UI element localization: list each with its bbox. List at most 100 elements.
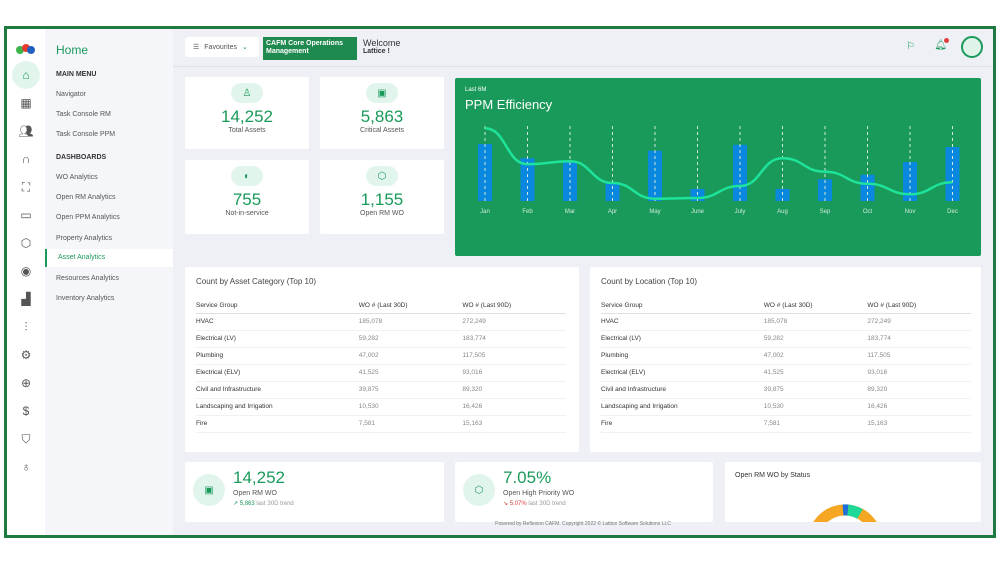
table-cell: 272,249 [462,313,566,331]
menu-item-asset-analytics[interactable]: Asset Analytics [45,249,173,267]
table-cell: HVAC [196,313,359,331]
avatar[interactable] [961,36,983,58]
bulb-icon[interactable]: ♁ [21,460,31,474]
box-icon: ⬡ [366,166,398,186]
table-cell: Civil and Infrastructure [196,381,359,399]
users-icon[interactable]: 👥︎ [18,124,34,138]
ppm-efficiency-chart: Jan Feb Mar Apr May June July Aug Sep Oct Nov Dec [478,126,960,215]
hamburger-icon: ☰ [193,44,200,51]
favourites-dropdown[interactable]: ☰ Favourites ⌄ [185,37,259,57]
chart-subtitle: Last 6M [465,87,487,93]
table-cell: 117,505 [867,347,971,365]
menu-item-task-console-rm[interactable]: Task Console RM [56,111,111,118]
user-name: Lattice ! [363,48,390,55]
x-tick-label: Oct [863,209,873,215]
table-title: Count by Asset Category (Top 10) [196,277,317,286]
stat-card-not-in-service: ◐ 755 Not-in-service [185,160,309,234]
bell-icon[interactable]: 🔔︎ [934,38,949,51]
welcome-text: Welcome Lattice ! [363,38,400,55]
dashboards-heading: DASHBOARDS [56,154,107,161]
stat-value: 5,863 [360,107,404,126]
trend-text: last 30D trend [256,501,294,507]
sliders-icon[interactable]: ⫶ [24,319,28,334]
table-cell: 89,320 [462,381,566,399]
welcome-label: Welcome [363,38,401,48]
menu-item-property-analytics[interactable]: Property Analytics [56,235,113,242]
top-bar: ☰ Favourites ⌄ CAFM Core Operations Manage… [173,29,993,67]
favourites-label: Favourites [204,43,237,51]
table-cell: 59,282 [358,330,463,348]
frame-icon[interactable]: ⛶ [21,179,31,194]
column-header: Service Group [601,299,764,314]
table-cell: 89,320 [867,381,971,399]
status-donut-card: Open RM WO by Status [725,462,981,522]
kpi-trend: ↘ 5.07% last 30D trend [503,500,566,507]
table-cell: Landscaping and Irrigation [196,398,359,416]
location-table-card: Count by Location (Top 10) Service Group… [590,267,981,452]
grid-icon[interactable]: ▦ [20,96,32,110]
x-tick-label: Apr [608,209,617,215]
stat-card-open-rm-wo: ⬡ 1,155 Open RM WO [320,160,444,234]
x-tick-label: Feb [522,209,533,215]
stat-label: Critical Assets [360,127,404,134]
target-icon[interactable]: ⊕ [20,376,32,390]
x-tick-label: Mar [565,209,575,215]
app-window: ⌂ ▦ 👥︎ ∩ ⛶ ▭ ⬡ ◉ ▟ ⫶ ⚙ ⊕ $ ⛉ ♁ Home MAIN… [4,26,996,538]
menu-item-open-rm-analytics[interactable]: Open RM Analytics [56,194,116,201]
trend-value: 5.07% [509,501,527,507]
table-row: Plumbing 47,002 117,505 [601,347,971,365]
menu-item-inventory-analytics[interactable]: Inventory Analytics [56,295,115,302]
table-cell: 39,875 [763,381,868,399]
module-banner[interactable]: CAFM Core Operations Management [263,37,357,60]
table-cell: 7,581 [763,415,868,433]
kpi-label: Open RM WO [233,490,277,497]
half-circle-icon: ◐ [231,166,263,186]
x-tick-label: Dec [947,209,958,215]
table-cell: 117,505 [462,347,566,365]
table-title: Count by Location (Top 10) [601,277,698,286]
stat-label: Total Assets [228,127,266,134]
table-cell: 185,078 [763,313,868,331]
x-tick-label: May [649,209,660,215]
table-cell: Electrical (ELV) [196,364,359,382]
table-cell: 59,282 [763,330,868,348]
trend-up-icon: ↗ [233,501,239,507]
table-cell: 47,002 [358,347,463,365]
shield-icon[interactable]: ⛉ [21,431,31,446]
bookmark-icon[interactable]: ⚐ [906,41,915,52]
table-row: Electrical (LV) 59,282 183,774 [196,330,566,348]
headset-icon[interactable]: ∩ [21,152,31,166]
table-cell: Plumbing [601,347,764,365]
table-cell: 47,002 [763,347,868,365]
menu-item-open-ppm-analytics[interactable]: Open PPM Analytics [56,214,120,221]
location-icon[interactable]: ◉ [20,264,32,278]
table-cell: 39,875 [358,381,463,399]
footer-text: Powered by Reflexion CAFM. Copyright 202… [495,521,671,527]
chart-icon[interactable]: ▟ [21,292,31,306]
menu-item-navigator[interactable]: Navigator [56,91,86,98]
gear-icon[interactable]: ⚙ [20,348,32,362]
table-header-row: Service Group WO # (Last 30D) WO # (Last 9… [601,299,971,314]
trend-line [484,127,953,201]
x-tick-label: July [735,209,746,215]
table-cell: Fire [196,415,359,433]
stat-value: 14,252 [221,107,273,126]
box-icon[interactable]: ⬡ [20,236,32,250]
table-cell: 10,530 [763,398,868,416]
table-cell: 15,163 [867,415,971,433]
table-cell: 7,581 [358,415,463,433]
x-tick-label: Jan [480,209,490,215]
table-cell: 183,774 [867,330,971,348]
trend-down-icon: ↘ [503,501,509,507]
x-tick-label: Nov [905,209,916,215]
menu-item-resources-analytics[interactable]: Resources Analytics [56,275,120,282]
asset-category-table-card: Count by Asset Category (Top 10) Service… [185,267,579,452]
home-icon[interactable]: ⌂ [12,61,40,89]
dollar-icon[interactable]: $ [22,404,30,418]
menu-item-wo-analytics[interactable]: WO Analytics [56,174,98,181]
ppm-efficiency-card: Last 6M PPM Efficiency Jan Feb Mar Apr May Ju… [455,78,981,256]
bar-jan [478,144,492,201]
kpi-trend: ↗ 5,863 last 30D trend [233,500,294,507]
calendar-icon[interactable]: ▭ [20,208,32,222]
menu-item-task-console-ppm[interactable]: Task Console PPM [56,131,116,138]
